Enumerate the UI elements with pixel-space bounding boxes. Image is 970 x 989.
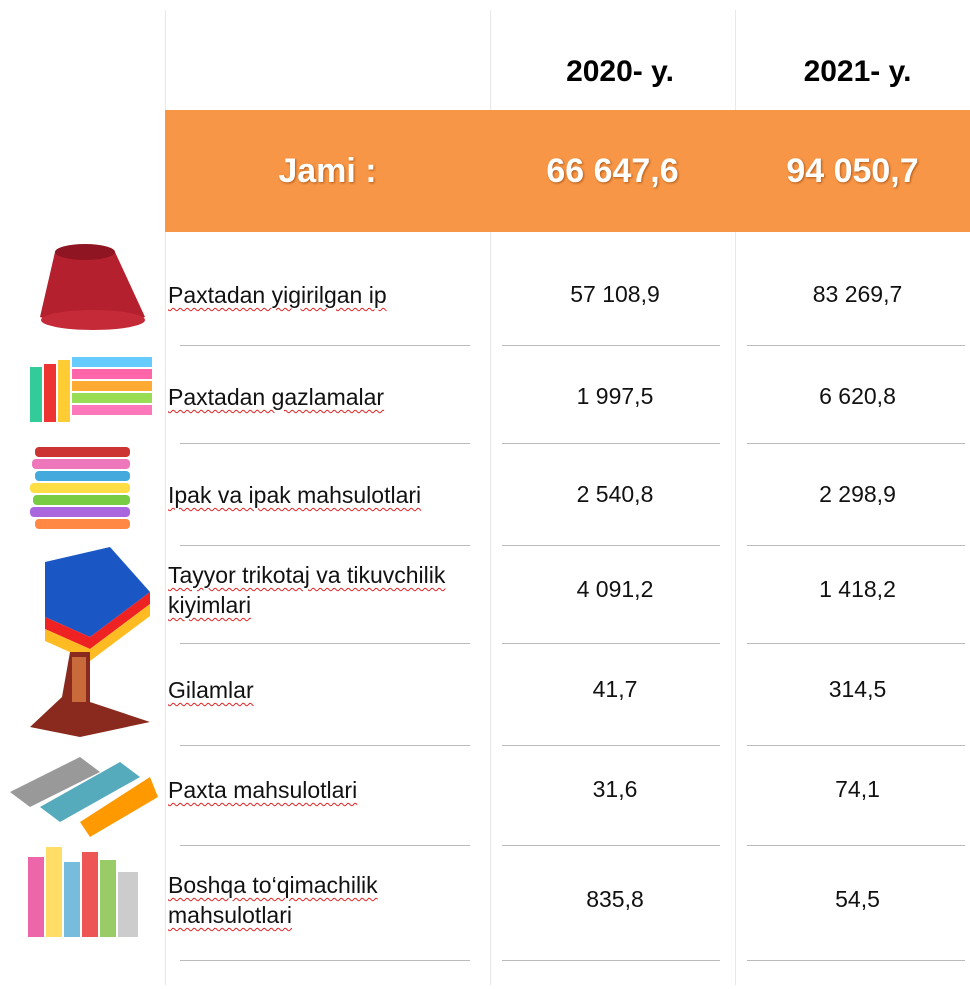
row-value: 57 108,9 bbox=[570, 281, 660, 307]
row-value: 74,1 bbox=[835, 776, 880, 802]
row-value: 1 418,2 bbox=[819, 576, 896, 602]
row-value: 4 091,2 bbox=[576, 576, 654, 602]
row-separator bbox=[747, 745, 965, 746]
row-separator bbox=[180, 345, 470, 346]
row-label: Paxta mahsulotlari bbox=[168, 777, 358, 803]
clothes-icon bbox=[30, 447, 130, 529]
row-separator bbox=[502, 845, 720, 846]
carpet-icon bbox=[30, 652, 150, 737]
column-line bbox=[490, 10, 491, 985]
row-separator bbox=[502, 443, 720, 444]
yarn-icon bbox=[40, 244, 145, 330]
icons bbox=[10, 244, 158, 937]
row-separator bbox=[502, 345, 720, 346]
row-value: 1 997,5 bbox=[576, 383, 654, 409]
row-value: 2 298,9 bbox=[819, 481, 896, 507]
total-value: 66 647,6 bbox=[546, 152, 679, 190]
row-separator bbox=[502, 643, 720, 644]
row-separator bbox=[747, 845, 965, 846]
row-value: 41,7 bbox=[592, 676, 638, 702]
row-separator bbox=[180, 643, 470, 644]
row-separator bbox=[180, 745, 470, 746]
row-separator bbox=[180, 545, 470, 546]
row-value: 835,8 bbox=[586, 886, 644, 912]
row-separator bbox=[747, 643, 965, 644]
row-separator bbox=[180, 845, 470, 846]
row-separator bbox=[502, 545, 720, 546]
row-value: 314,5 bbox=[828, 676, 887, 702]
row-label: Tayyor trikotaj va tikuvchilik kiyimlari bbox=[168, 562, 446, 618]
row-separator bbox=[502, 745, 720, 746]
row-separator bbox=[180, 960, 470, 961]
rolls-icon bbox=[10, 757, 158, 837]
row-separator bbox=[502, 960, 720, 961]
column-header: 2021- y. bbox=[803, 55, 912, 88]
row-label: Paxtadan gazlamalar bbox=[168, 384, 385, 410]
row-label: Gilamlar bbox=[168, 677, 254, 703]
row-separator bbox=[180, 443, 470, 444]
row-label: Ipak va ipak mahsulotlari bbox=[168, 482, 422, 508]
row-value: 54,5 bbox=[835, 886, 880, 912]
row-value: 83 269,7 bbox=[812, 281, 903, 307]
total-label: Jami : bbox=[278, 152, 377, 190]
row-separator bbox=[747, 443, 965, 444]
fabric-icon bbox=[30, 357, 152, 422]
shirts-icon bbox=[45, 547, 150, 661]
total-value: 94 050,7 bbox=[786, 152, 919, 190]
row-separator bbox=[747, 345, 965, 346]
column-header: 2020- y. bbox=[566, 55, 674, 88]
row-value: 31,6 bbox=[592, 776, 638, 802]
row-value: 6 620,8 bbox=[819, 383, 896, 409]
column-line bbox=[735, 10, 736, 985]
row-separator bbox=[747, 545, 965, 546]
row-separator bbox=[747, 960, 965, 961]
books-icon bbox=[28, 847, 138, 937]
row-label: Boshqa to‘qimachilik mahsulotlari bbox=[168, 872, 378, 928]
total-row bbox=[165, 110, 970, 232]
column-line bbox=[165, 10, 166, 985]
row-label: Paxtadan yigirilgan ip bbox=[168, 282, 387, 308]
row-value: 2 540,8 bbox=[576, 481, 654, 507]
